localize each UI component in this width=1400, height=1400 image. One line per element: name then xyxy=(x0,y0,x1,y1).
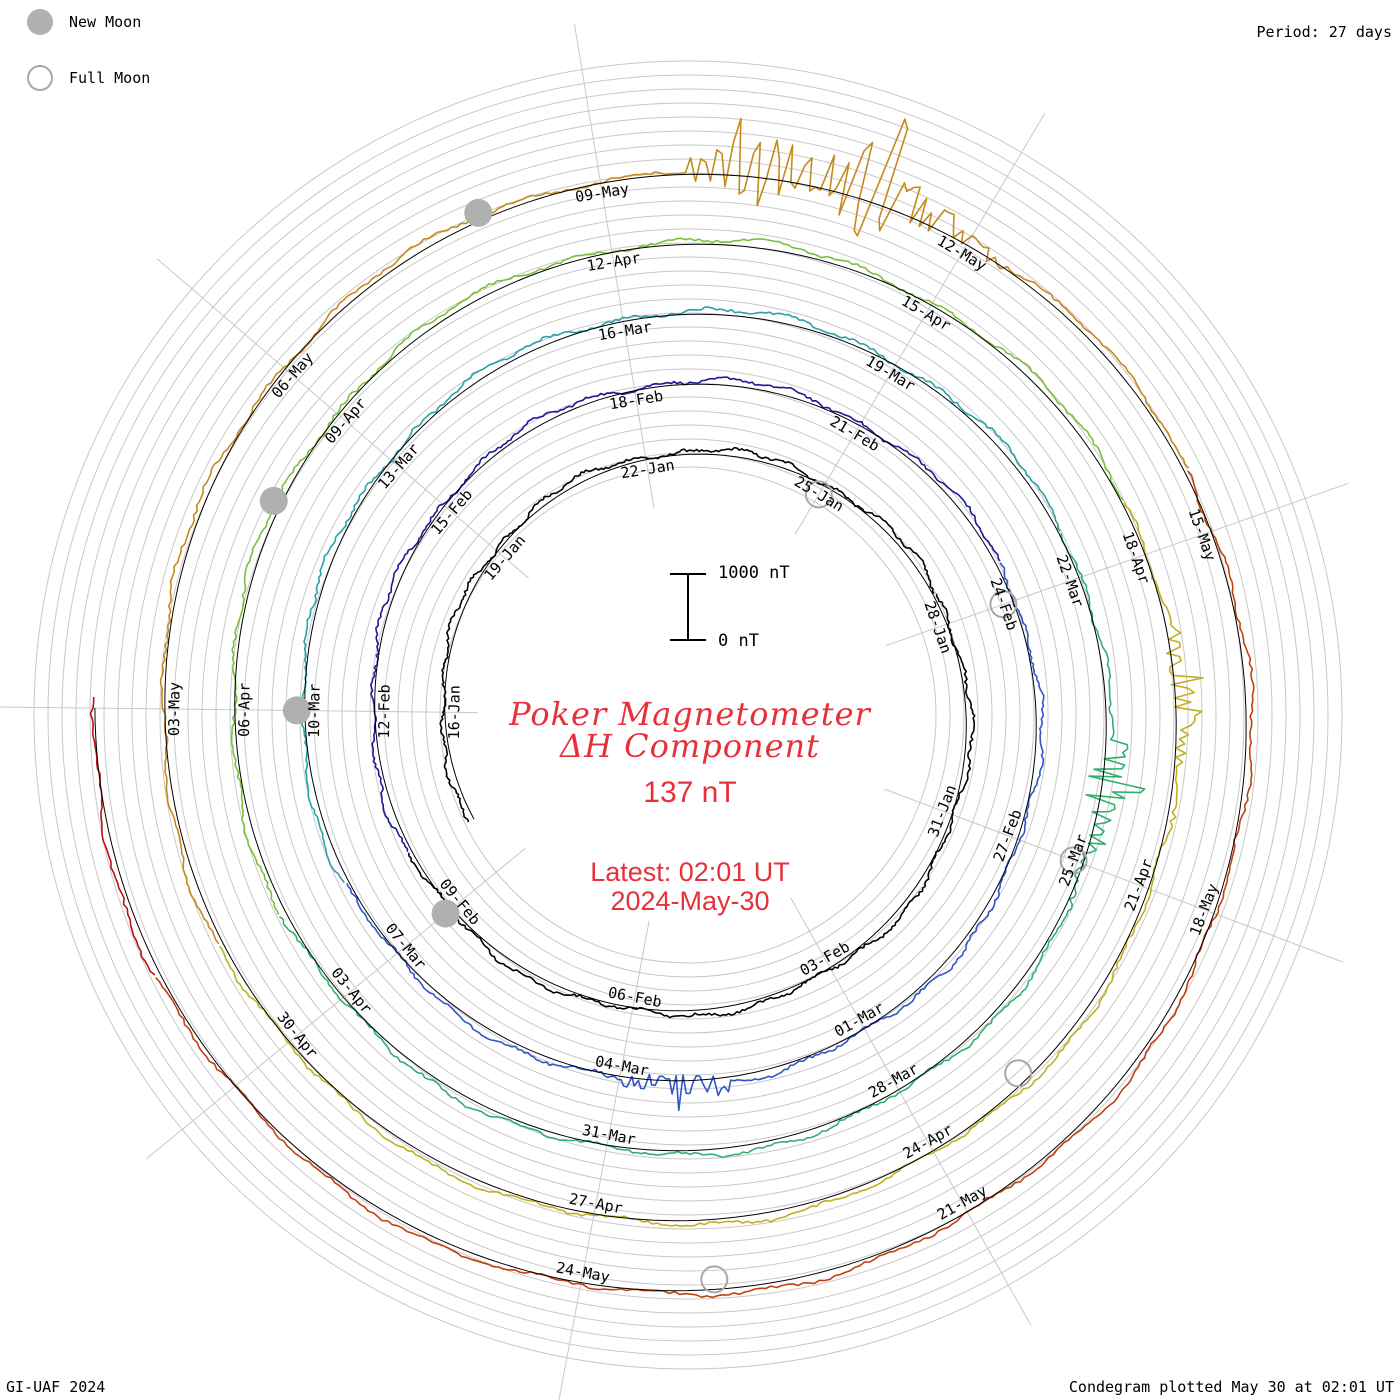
date-label: 19-Jan xyxy=(480,531,529,584)
grid-ring xyxy=(33,60,1343,1370)
data-series-segment xyxy=(159,117,1190,945)
full-moon-marker xyxy=(1059,846,1088,875)
full-moon-marker xyxy=(1004,1059,1033,1088)
legend-new-moon-label: New Moon xyxy=(69,13,142,31)
latest-date-line2: 2024-May-30 xyxy=(610,886,770,916)
grid-ring xyxy=(145,172,1231,1258)
full-moon-icon xyxy=(27,65,53,91)
full-moon-marker xyxy=(804,480,833,509)
new-moon-marker xyxy=(464,198,493,227)
new-moon-marker xyxy=(259,486,288,515)
new-moon-marker xyxy=(431,899,460,928)
footer-credit: GI-UAF 2024 xyxy=(6,1378,106,1396)
grid-ring xyxy=(229,256,1147,1174)
chart-title-line2: ΔH Component xyxy=(559,727,821,765)
grid-ring xyxy=(89,116,1287,1314)
legend-new-moon: New Moon xyxy=(27,9,141,35)
grid-ring xyxy=(439,466,937,964)
new-moon-icon xyxy=(27,9,53,35)
legend-full-moon: Full Moon xyxy=(27,65,150,91)
new-moon-marker xyxy=(282,696,311,725)
full-moon-marker xyxy=(700,1265,729,1294)
grid-rings xyxy=(33,60,1343,1370)
date-label: 31-Mar xyxy=(581,1121,638,1149)
grid-ring xyxy=(75,102,1301,1328)
date-label: 04-Mar xyxy=(594,1052,651,1080)
date-label: 16-Jan xyxy=(445,685,464,739)
grid-ring xyxy=(327,354,1049,1076)
grid-ring xyxy=(215,242,1161,1188)
grid-ring xyxy=(159,186,1217,1244)
latest-time: Latest: 02:01 UT 2024-May-30 xyxy=(440,858,940,916)
grid-ring xyxy=(397,424,979,1006)
grid-ring xyxy=(425,452,951,978)
current-value: 137 nT xyxy=(643,776,737,809)
scale-bottom-label: 0 nT xyxy=(718,631,759,651)
grid-ring xyxy=(61,88,1315,1342)
grid-ring xyxy=(173,200,1203,1230)
date-spoke xyxy=(574,24,655,508)
date-label: 24-May xyxy=(555,1258,612,1286)
grid-ring xyxy=(131,158,1245,1272)
date-spoke xyxy=(558,921,650,1400)
scale-top-label: 1000 nT xyxy=(718,563,790,583)
grid-ring xyxy=(201,228,1175,1202)
date-label: 12-Feb xyxy=(375,684,394,738)
date-spoke xyxy=(0,706,479,714)
date-label: 18-May xyxy=(1186,881,1222,938)
grid-ring xyxy=(411,438,965,992)
data-series-segment xyxy=(89,696,156,976)
date-label: 06-Apr xyxy=(235,683,254,737)
grid-ring xyxy=(187,214,1189,1216)
grid-ring xyxy=(103,130,1273,1300)
grid-ring xyxy=(47,74,1329,1356)
data-series-segment xyxy=(439,446,935,823)
scale-bar xyxy=(670,573,706,641)
date-label: 10-Mar xyxy=(305,683,324,737)
grid-ring xyxy=(271,298,1105,1132)
grid-ring xyxy=(313,340,1063,1090)
data-series-segment xyxy=(278,532,1146,1159)
period-label: Period: 27 days xyxy=(1256,23,1392,41)
date-label: 03-May xyxy=(165,682,184,736)
legend-full-moon-label: Full Moon xyxy=(69,69,151,87)
grid-ring xyxy=(369,396,1007,1034)
full-moon-marker xyxy=(989,590,1018,619)
date-spoke xyxy=(794,112,1046,535)
date-label: 27-Feb xyxy=(990,807,1026,864)
footer-plot-time: Condegram plotted May 30 at 02:01 UT xyxy=(1068,1378,1394,1396)
grid-ring xyxy=(243,270,1133,1160)
date-label: 07-Mar xyxy=(382,920,430,973)
date-spoke xyxy=(156,258,530,579)
date-spokes xyxy=(0,24,1349,1400)
latest-time-line1: Latest: 02:01 UT xyxy=(590,857,790,887)
moon-markers xyxy=(259,198,1088,1294)
grid-ring xyxy=(117,144,1259,1286)
chart-title: Poker Magnetometer ΔH Component xyxy=(440,698,940,762)
date-label: 15-Feb xyxy=(427,486,476,539)
zero-baselines xyxy=(94,173,1247,1292)
data-series-segment xyxy=(346,562,1045,1112)
date-spoke xyxy=(886,482,1349,646)
grid-ring xyxy=(383,410,993,1020)
grid-ring xyxy=(341,368,1035,1062)
zero-baseline-spiral xyxy=(94,173,1247,1292)
date-spoke xyxy=(146,847,526,1160)
chart-title-line1: Poker Magnetometer xyxy=(509,695,871,733)
date-label: 13-Mar xyxy=(374,440,423,493)
date-label: 03-Apr xyxy=(327,964,375,1017)
date-spoke xyxy=(884,788,1344,963)
data-series-segment xyxy=(155,470,1255,1299)
grid-ring xyxy=(257,284,1119,1146)
